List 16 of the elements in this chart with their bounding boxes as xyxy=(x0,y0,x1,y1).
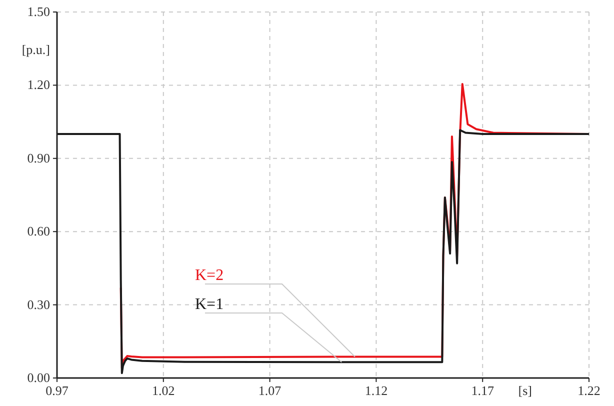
y-tick-label: 0.60 xyxy=(27,224,50,239)
y-tick-label: 0.00 xyxy=(27,370,50,385)
x-tick-label: 1.22 xyxy=(578,383,600,398)
text: K=1 xyxy=(195,296,224,313)
y-tick-label: 0.90 xyxy=(27,150,50,166)
text: K=2 xyxy=(195,267,224,284)
x-tick-label: 1.17 xyxy=(471,383,494,398)
x-tick-label: 0.97 xyxy=(46,383,69,398)
y-tick-label: 0.30 xyxy=(27,296,50,312)
x-tick-label: 1.07 xyxy=(258,383,282,398)
y-axis-title: [p.u.] xyxy=(22,42,50,57)
x-tick-label: 1.02 xyxy=(152,383,175,398)
y-tick-label: 1.20 xyxy=(27,77,50,92)
x-axis-title: [s] xyxy=(518,383,532,398)
y-tick-label: 1.50 xyxy=(27,4,50,19)
x-tick-label: 1.12 xyxy=(364,383,388,398)
